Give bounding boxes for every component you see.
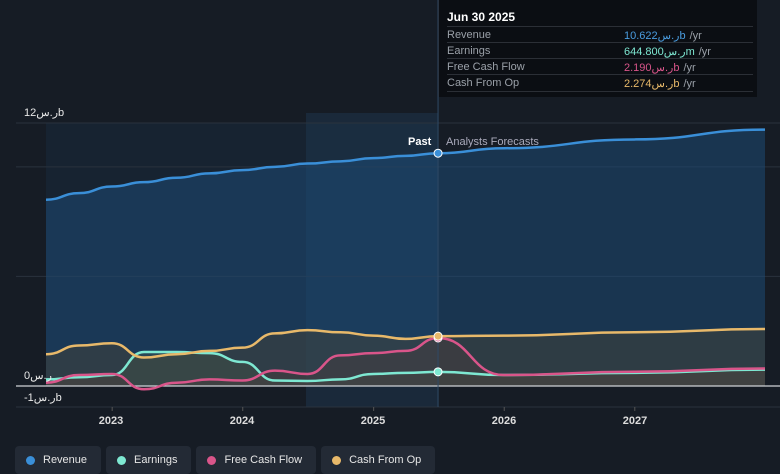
- x-tick-label: 2023: [98, 415, 124, 427]
- y-tick-label: 12ر.سb: [24, 107, 65, 119]
- tooltip-label: Cash From Op: [447, 77, 520, 89]
- past-label: Past: [408, 136, 432, 148]
- x-tick-label: 2024: [229, 415, 255, 427]
- legend-label: Earnings: [134, 454, 178, 466]
- cfo-dot-icon: [332, 455, 342, 465]
- tooltip-unit: /yr: [698, 46, 711, 58]
- tooltip-unit: /yr: [683, 78, 696, 90]
- tooltip-label: Earnings: [447, 45, 491, 57]
- tooltip-value: 2.274ر.سb: [624, 78, 680, 90]
- fcf-dot-icon: [207, 455, 217, 465]
- legend-label: Cash From Op: [349, 454, 422, 466]
- legend-item-free-cash-flow[interactable]: Free Cash Flow: [196, 446, 317, 474]
- series-area-free-cash-flow: [46, 338, 765, 390]
- series-line-revenue: [45, 128, 766, 201]
- series-line-cash-from-op: [45, 327, 766, 359]
- tooltip-label: Revenue: [447, 29, 492, 41]
- point-marker: [433, 331, 443, 341]
- y-tick-label: 0ر.س: [24, 370, 52, 382]
- y-tick-label: -1ر.سb: [24, 392, 62, 404]
- x-tick-label: 2025: [360, 415, 386, 427]
- x-tick-label: 2027: [622, 415, 648, 427]
- tooltip-label: Free Cash Flow: [447, 61, 525, 73]
- point-marker: [433, 148, 443, 158]
- legend-label: Free Cash Flow: [224, 454, 303, 466]
- earnings-dot-icon: [117, 455, 127, 465]
- tooltip-unit: /yr: [683, 62, 696, 74]
- series-line-free-cash-flow: [45, 336, 766, 391]
- tooltip-row-revenue: Revenue 10.622ر.سb/yr: [447, 26, 753, 43]
- point-marker: [433, 367, 443, 377]
- tooltip-row-fcf: Free Cash Flow 2.190ر.سb/yr: [447, 58, 753, 75]
- tooltip-unit: /yr: [689, 30, 702, 42]
- tooltip-value: 10.622ر.سb: [624, 30, 686, 42]
- tooltip-row-cfo: Cash From Op 2.274ر.سb/yr: [447, 74, 753, 92]
- tooltip-date: Jun 30 2025: [447, 10, 516, 24]
- tooltip: Jun 30 2025 Revenue 10.622ر.سb/yr Earning…: [438, 0, 757, 97]
- tooltip-value: 644.800ر.سm: [624, 46, 695, 58]
- forecast-label: Analysts Forecasts: [446, 136, 539, 148]
- series-area-revenue: [46, 129, 765, 386]
- series-area-earnings: [46, 352, 765, 386]
- legend: Revenue Earnings Free Cash Flow Cash Fro…: [15, 446, 436, 474]
- tooltip-value: 2.190ر.سb: [624, 62, 680, 74]
- x-tick-label: 2026: [491, 415, 517, 427]
- legend-item-earnings[interactable]: Earnings: [106, 446, 192, 474]
- legend-item-cash-from-op[interactable]: Cash From Op: [321, 446, 436, 474]
- chart-plot: [16, 0, 780, 411]
- legend-label: Revenue: [43, 454, 88, 466]
- revenue-dot-icon: [26, 455, 35, 465]
- tooltip-row-earnings: Earnings 644.800ر.سm/yr: [447, 42, 753, 59]
- legend-item-revenue[interactable]: Revenue: [15, 446, 102, 474]
